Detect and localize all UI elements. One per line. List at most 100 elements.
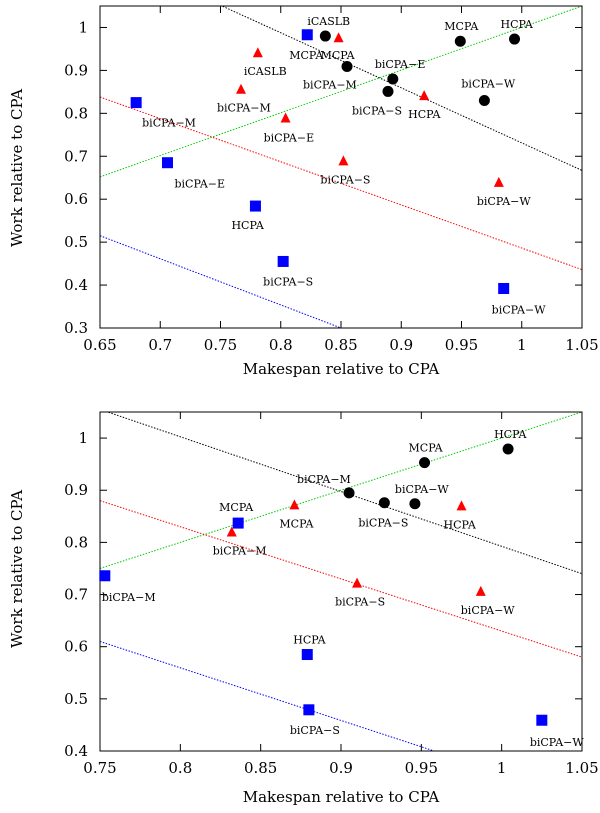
y-tick-label: 0.7 — [64, 147, 88, 165]
y-tick-label: 0.5 — [64, 690, 88, 708]
x-tick-label: 0.7 — [148, 336, 172, 354]
point-label: HCPA — [444, 518, 477, 531]
point-label: HCPA — [293, 634, 326, 647]
point-label: MCPA — [219, 501, 254, 514]
point-label: biCPA−M — [303, 79, 357, 92]
point-circle — [419, 457, 431, 469]
fit-lines — [100, 6, 582, 328]
x-tick-label: 0.65 — [83, 336, 116, 354]
point-circle — [502, 443, 514, 455]
point-circle — [387, 73, 399, 85]
fit-lines — [100, 412, 582, 751]
point-triangle — [289, 499, 300, 510]
point-triangle — [475, 585, 486, 596]
x-tick-label: 1.05 — [565, 759, 598, 777]
point-label: HCPA — [494, 428, 527, 441]
y-tick-label: 0.4 — [64, 742, 88, 760]
point-label: biCPA−M — [297, 473, 351, 486]
point-label: biCPA−M — [142, 117, 196, 130]
x-tick-label: 0.75 — [204, 336, 237, 354]
point-label: biCPA−S — [263, 275, 313, 288]
point-label: biCPA−S — [335, 596, 385, 609]
x-tick-label: 0.85 — [324, 336, 357, 354]
point-square — [249, 200, 261, 212]
chart-bottom: 0.75 0.8 0.85 0.9 0.95 1 1.05 0.4 0.5 0.6 0.7 0.8 0.… — [8, 411, 599, 806]
point-label: biCPA−E — [264, 131, 315, 144]
fit-line-2 — [106, 412, 582, 575]
point-label: HCPA — [501, 18, 534, 31]
point-square — [301, 29, 313, 41]
point-triangle — [456, 500, 467, 511]
y-axis-title: Work relative to CPA — [8, 89, 26, 247]
point-square — [536, 714, 548, 726]
point-circle — [454, 35, 466, 47]
point-label: biCPA−W — [461, 77, 516, 90]
point-square — [161, 157, 173, 169]
fit-line-4 — [100, 641, 435, 751]
point-label: MCPA — [444, 20, 479, 33]
x-tick-label: 1 — [497, 759, 507, 777]
point-label: biCPA−M — [213, 544, 267, 557]
x-tick-label: 0.85 — [244, 759, 277, 777]
fit-line-1 — [100, 412, 582, 569]
chart-top: 0.65 0.7 0.75 0.8 0.85 0.9 0.95 1 1.05 0.3 0.4 0.5 0… — [8, 5, 599, 378]
y-tick-label: 0.9 — [64, 61, 88, 79]
point-label: HCPA — [231, 219, 264, 232]
y-tick-label: 0.5 — [64, 233, 88, 251]
point-label: biCPA−E — [375, 58, 426, 71]
point-circle — [509, 33, 521, 45]
y-tick-label: 0.7 — [64, 586, 88, 604]
point-label: biCPA−E — [174, 178, 225, 191]
y-tick-label: 1 — [78, 18, 88, 36]
fit-line-2 — [220, 6, 582, 171]
point-triangle — [352, 577, 363, 588]
point-label: biCPA−W — [395, 483, 450, 496]
y-tick-label: 0.3 — [64, 319, 88, 337]
point-label: biCPA−S — [352, 104, 402, 117]
x-tick-label: 0.95 — [405, 759, 438, 777]
y-tick-label: 0.9 — [64, 481, 88, 499]
point-square — [130, 97, 142, 109]
x-tick-label: 1.05 — [565, 336, 598, 354]
point-label: MCPA — [409, 442, 444, 455]
point-square — [277, 255, 289, 267]
point-circle — [378, 497, 390, 509]
x-tick-label: 0.9 — [329, 759, 353, 777]
y-tick-label: 0.6 — [64, 638, 88, 656]
point-label: biCPA−S — [358, 517, 408, 530]
point-label: biCPA−W — [530, 736, 585, 749]
x-tick-label: 0.8 — [168, 759, 192, 777]
point-triangle — [226, 526, 237, 537]
fit-line-1 — [100, 6, 582, 178]
x-tick-label: 0.9 — [389, 336, 413, 354]
plot-frame — [99, 411, 583, 752]
point-triangle — [333, 32, 344, 43]
point-circle — [409, 498, 421, 510]
point-circle — [343, 487, 355, 499]
point-label: biCPA−M — [217, 102, 271, 115]
point-square — [99, 570, 111, 582]
y-tick-label: 0.8 — [64, 533, 88, 551]
y-axis-title: Work relative to CPA — [8, 490, 26, 648]
point-label: biCPA−W — [492, 304, 547, 317]
x-tick-label: 0.75 — [83, 759, 116, 777]
point-triangle — [493, 176, 504, 187]
point-triangle — [419, 90, 430, 101]
point-label: biCPA−S — [290, 724, 340, 737]
point-label: biCPA−S — [320, 173, 370, 186]
x-tick-label: 0.8 — [269, 336, 293, 354]
point-square — [301, 649, 313, 661]
point-label: MCPA — [279, 517, 314, 530]
point-label: iCASLB — [307, 15, 350, 28]
point-square — [303, 704, 315, 716]
point-label: MCPA — [321, 49, 356, 62]
y-tick-label: 0.8 — [64, 104, 88, 122]
point-label: MCPA — [289, 49, 324, 62]
y-tick-label: 0.4 — [64, 276, 88, 294]
point-triangle — [338, 155, 349, 166]
point-square — [498, 283, 510, 295]
x-tick-label: 1 — [517, 336, 527, 354]
fit-line-3 — [100, 500, 582, 658]
point-label: biCPA−M — [102, 591, 156, 604]
point-triangle — [252, 47, 263, 58]
